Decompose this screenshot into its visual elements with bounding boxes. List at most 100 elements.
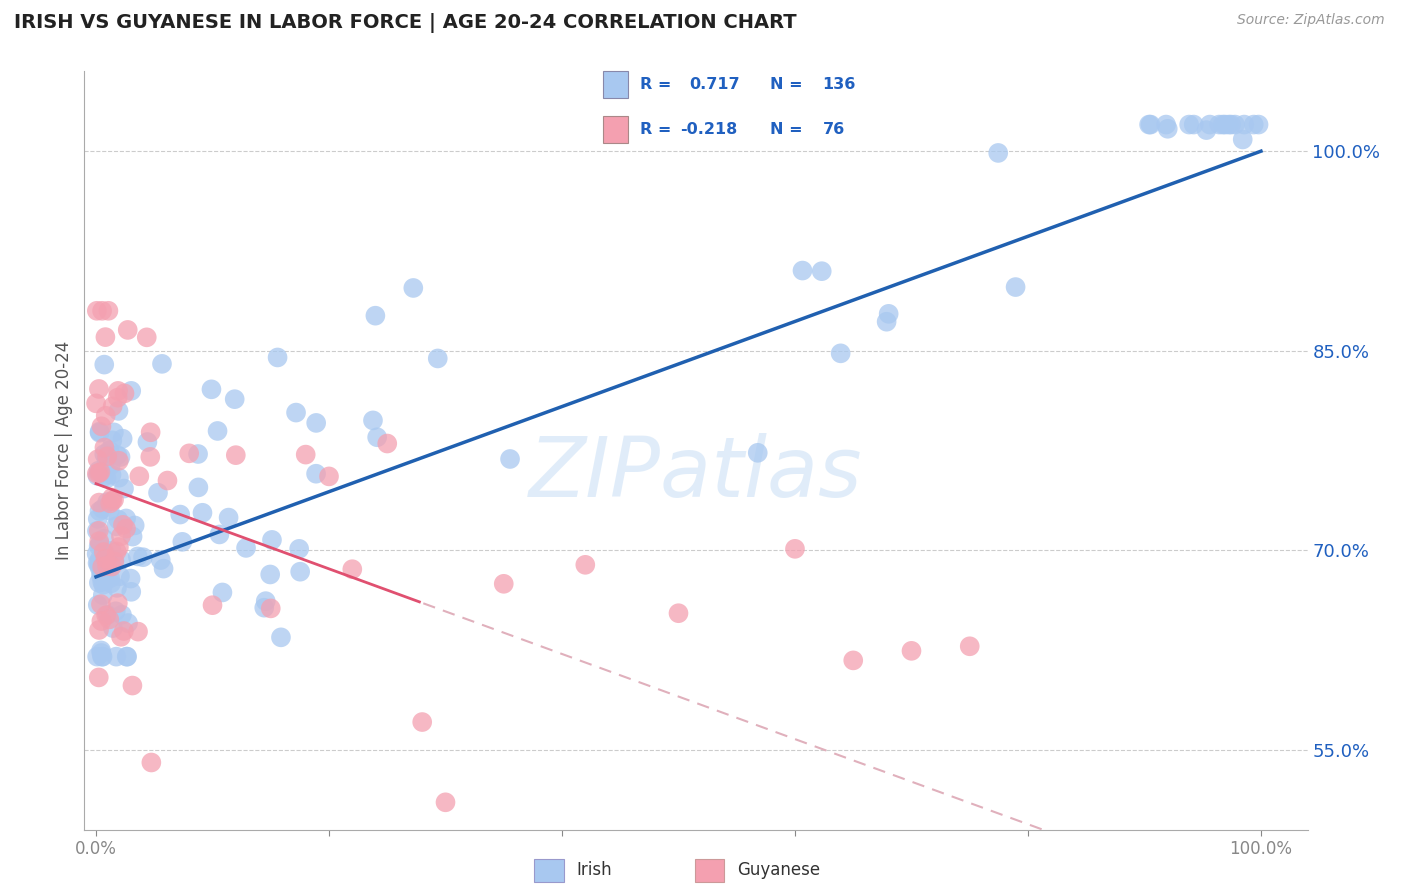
Text: 136: 136 <box>823 78 856 92</box>
Point <box>117 615 139 630</box>
Point <box>201 598 224 612</box>
Point <box>111 432 134 446</box>
Point <box>110 450 132 464</box>
Point <box>987 145 1010 160</box>
Point <box>103 554 125 568</box>
Point <box>426 351 449 366</box>
Point <box>1212 118 1234 132</box>
Point <box>1154 118 1177 132</box>
Point <box>105 519 128 533</box>
Point <box>89 556 111 570</box>
Point <box>830 346 852 360</box>
Point <box>1208 118 1230 132</box>
Point <box>375 436 398 450</box>
Point <box>120 572 142 586</box>
Point <box>305 416 328 430</box>
Point <box>114 386 136 401</box>
Point <box>1247 118 1270 132</box>
Point <box>96 452 118 467</box>
Point <box>288 565 311 579</box>
Bar <box>603 71 627 98</box>
Point <box>87 466 110 480</box>
Point <box>86 468 108 483</box>
Point <box>305 467 328 481</box>
Point <box>91 649 114 664</box>
Point <box>361 413 384 427</box>
Point <box>1223 118 1246 132</box>
Text: 76: 76 <box>823 122 845 136</box>
Point <box>91 574 114 589</box>
Point <box>100 559 122 574</box>
Point <box>225 448 247 462</box>
Point <box>104 604 127 618</box>
Point <box>141 756 163 770</box>
Point <box>96 495 118 509</box>
Point <box>100 544 122 558</box>
Point <box>90 597 112 611</box>
Point <box>103 492 125 507</box>
Point <box>959 640 981 654</box>
Point <box>747 446 769 460</box>
Text: ZIPatlas: ZIPatlas <box>529 433 863 514</box>
Point <box>152 561 174 575</box>
Point <box>207 424 229 438</box>
Point <box>668 606 690 620</box>
Point <box>115 511 138 525</box>
Text: R =: R = <box>640 122 672 136</box>
Point <box>253 600 276 615</box>
Point <box>105 649 128 664</box>
Point <box>260 601 283 615</box>
Point <box>900 644 922 658</box>
Point <box>101 621 124 635</box>
Point <box>94 330 117 344</box>
Point <box>1232 132 1254 146</box>
Point <box>1139 118 1161 132</box>
Point <box>96 450 118 464</box>
Point <box>1157 121 1180 136</box>
Point <box>89 534 111 549</box>
Point <box>89 560 111 574</box>
Point <box>124 518 146 533</box>
Point <box>93 532 115 546</box>
Point <box>191 506 214 520</box>
Point <box>150 357 173 371</box>
Point <box>260 533 283 547</box>
Point <box>87 598 110 612</box>
Point <box>135 330 157 344</box>
Point <box>411 714 433 729</box>
Point <box>105 544 128 558</box>
Point <box>86 524 108 538</box>
Point <box>1213 118 1236 132</box>
Point <box>87 464 110 478</box>
Point <box>115 649 138 664</box>
Point <box>86 547 108 561</box>
Point <box>101 434 124 448</box>
Point <box>93 469 115 483</box>
Point <box>1220 118 1243 132</box>
Point <box>90 643 112 657</box>
Point <box>120 584 142 599</box>
Point <box>200 382 222 396</box>
Point <box>111 517 134 532</box>
Point <box>91 502 114 516</box>
Point <box>93 358 115 372</box>
Point <box>107 391 129 405</box>
Point <box>127 549 149 564</box>
Point <box>86 649 108 664</box>
Point <box>127 624 149 639</box>
Point <box>1218 118 1240 132</box>
Point <box>86 452 108 467</box>
Point <box>87 557 110 571</box>
Point <box>91 588 114 602</box>
Point <box>96 607 118 622</box>
Point <box>98 612 121 626</box>
Point <box>89 465 111 479</box>
Point <box>87 670 110 684</box>
Point <box>93 573 115 587</box>
Point <box>98 571 121 585</box>
Text: 0.717: 0.717 <box>689 78 740 92</box>
Point <box>259 567 281 582</box>
Point <box>90 614 112 628</box>
Bar <box>695 859 724 882</box>
Point <box>107 596 129 610</box>
